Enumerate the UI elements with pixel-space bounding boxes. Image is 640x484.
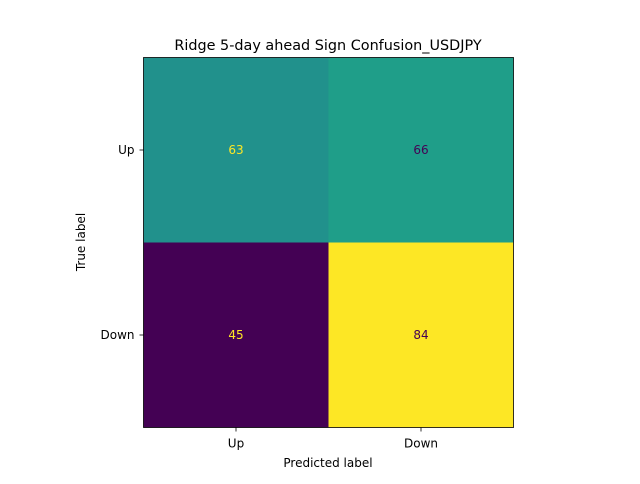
chart-title: Ridge 5-day ahead Sign Confusion_USDJPY [174,38,482,54]
y-tick-label: Down [100,328,134,342]
heatmap-cells [143,57,514,428]
heatmap-cell-0-0 [143,57,329,243]
x-tick-label: Down [404,437,438,451]
x-tick-label: Up [228,437,244,451]
x-axis-ticks: Up Down [228,427,438,451]
cell-value-1-1: 84 [413,328,428,342]
cell-value-0-0: 63 [228,143,243,157]
cell-value-0-1: 66 [413,143,428,157]
x-axis-label: Predicted label [283,456,372,470]
y-axis-label: True label [74,213,88,272]
plot-frame [143,57,514,428]
cell-value-1-0: 45 [228,328,243,342]
cell-value-labels: 63 66 45 84 [228,143,428,342]
heatmap-cell-1-0 [143,242,329,428]
y-tick-label: Up [118,143,134,157]
y-axis-ticks: Up Down [100,143,144,342]
heatmap-cell-0-1 [328,57,514,243]
heatmap-cell-1-1 [328,242,514,428]
